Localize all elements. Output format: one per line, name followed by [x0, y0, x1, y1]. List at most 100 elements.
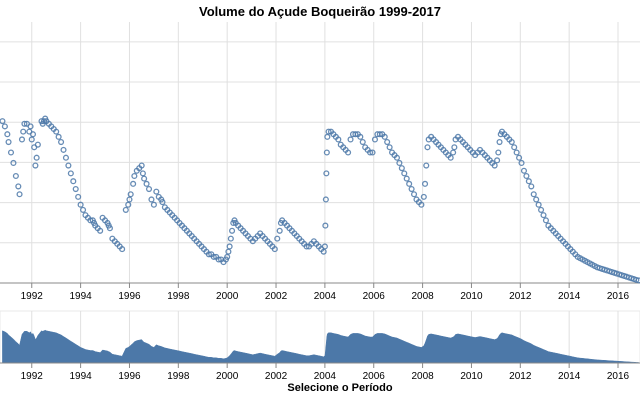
main-tick-label: 2004: [314, 291, 337, 302]
data-point: [10, 159, 17, 166]
data-point: [205, 251, 212, 258]
brush-tick-label: 1992: [21, 371, 44, 382]
brush-tick-label: 1998: [167, 371, 190, 382]
data-point: [540, 212, 547, 219]
data-point: [403, 175, 410, 182]
data-point: [535, 201, 542, 208]
data-point: [15, 183, 22, 190]
data-point: [32, 162, 39, 169]
data-point: [29, 131, 37, 138]
data-point: [224, 253, 231, 260]
data-point: [72, 185, 79, 193]
brush-tick-label: 2006: [363, 371, 386, 382]
data-point: [148, 196, 155, 203]
brush-area[interactable]: [2, 329, 640, 364]
main-tick-label: 2012: [509, 291, 532, 302]
data-point: [16, 191, 23, 198]
data-point: [320, 248, 327, 255]
data-point: [401, 170, 408, 177]
data-point: [215, 256, 222, 263]
brush-x-axis: 1992 1994 1996 1998 2000 2002 2004 2006 2008 2010…: [0, 362, 640, 382]
data-point: [159, 199, 166, 206]
brush-tick-label: 2008: [411, 371, 434, 382]
data-point: [20, 128, 27, 135]
main-tick-label: 1998: [167, 291, 190, 302]
data-point: [491, 162, 498, 169]
data-point: [75, 193, 82, 200]
data-point: [97, 227, 104, 234]
data-point: [229, 227, 236, 234]
data-point: [396, 159, 403, 166]
data-point: [420, 193, 427, 200]
data-point: [131, 172, 138, 180]
data-point: [533, 196, 540, 203]
data-point: [376, 131, 383, 138]
data-point: [371, 136, 379, 143]
data-point: [345, 149, 352, 156]
data-point: [145, 185, 153, 193]
brush-tick-label: 2004: [314, 371, 337, 382]
data-point: [27, 123, 34, 130]
main-tick-label: 2000: [216, 291, 239, 302]
data-point: [418, 201, 425, 208]
data-point: [523, 172, 530, 180]
main-tick-label: 2008: [411, 291, 434, 302]
data-point: [0, 118, 6, 125]
data-point: [226, 243, 233, 250]
data-point: [5, 139, 12, 146]
data-point: [393, 154, 400, 161]
data-point: [139, 170, 146, 177]
data-point: [7, 149, 15, 156]
data-point: [542, 217, 550, 224]
data-point: [424, 144, 431, 151]
data-point: [322, 222, 329, 229]
data-point: [323, 170, 330, 177]
data-point: [325, 128, 332, 135]
data-point: [516, 154, 523, 161]
data-point: [4, 131, 11, 138]
data-point: [347, 136, 354, 143]
data-point: [525, 178, 532, 185]
main-tick-label: 1996: [118, 291, 141, 302]
data-point: [225, 248, 232, 255]
brush-tick-label: 1996: [118, 371, 141, 382]
main-tick-label: 2014: [558, 291, 581, 302]
data-point: [633, 276, 640, 283]
data-point: [530, 191, 537, 198]
brush-tick-label: 2016: [607, 371, 630, 382]
data-point: [130, 180, 137, 187]
data-point: [141, 175, 148, 182]
data-point: [65, 162, 72, 169]
data-point: [62, 154, 70, 161]
data-point: [381, 133, 388, 140]
data-point: [58, 139, 65, 146]
brush-area-chart[interactable]: [0, 310, 640, 364]
data-point: [67, 170, 74, 177]
data-point: [60, 146, 67, 153]
data-point: [21, 120, 28, 127]
data-point: [127, 191, 134, 198]
data-point: [335, 136, 342, 143]
data-point: [125, 201, 132, 208]
main-tick-label: 2016: [607, 291, 630, 302]
data-point: [384, 139, 391, 146]
data-point: [33, 154, 40, 161]
data-point: [70, 178, 77, 185]
data-point: [55, 133, 62, 140]
data-point: [153, 188, 160, 195]
data-point: [518, 159, 525, 166]
data-point: [122, 206, 129, 213]
data-point: [410, 191, 418, 198]
data-point: [423, 162, 430, 169]
data-point: [357, 133, 364, 140]
main-tick-label: 2010: [460, 291, 483, 302]
data-point: [150, 201, 157, 208]
brush-tick-label: 2010: [460, 371, 483, 382]
brush-tick-label: 1994: [69, 371, 92, 382]
data-point: [447, 154, 454, 161]
data-point: [511, 144, 518, 151]
data-point: [227, 235, 234, 242]
data-point: [538, 206, 545, 213]
data-point: [451, 144, 458, 151]
